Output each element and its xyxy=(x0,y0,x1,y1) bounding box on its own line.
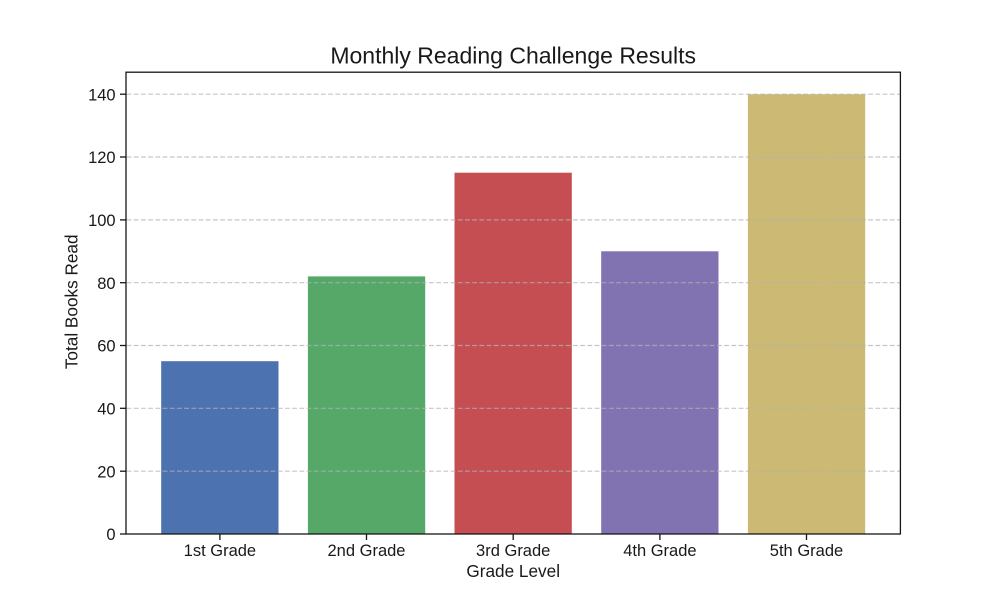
svg-text:0: 0 xyxy=(106,526,115,544)
svg-text:80: 80 xyxy=(97,275,115,293)
svg-text:140: 140 xyxy=(88,86,116,104)
svg-text:1st Grade: 1st Grade xyxy=(184,542,256,560)
svg-text:20: 20 xyxy=(97,463,115,481)
svg-text:120: 120 xyxy=(88,149,116,167)
svg-text:40: 40 xyxy=(97,401,115,419)
svg-text:4th Grade: 4th Grade xyxy=(623,542,696,560)
svg-text:Grade Level: Grade Level xyxy=(466,561,560,581)
svg-text:Total Books Read: Total Books Read xyxy=(61,234,81,369)
svg-text:5th Grade: 5th Grade xyxy=(770,542,843,560)
svg-text:Monthly Reading Challenge Resu: Monthly Reading Challenge Results xyxy=(330,43,696,69)
svg-text:100: 100 xyxy=(88,212,116,230)
svg-text:3rd Grade: 3rd Grade xyxy=(476,542,550,560)
svg-text:2nd Grade: 2nd Grade xyxy=(328,542,406,560)
svg-text:60: 60 xyxy=(97,338,115,356)
